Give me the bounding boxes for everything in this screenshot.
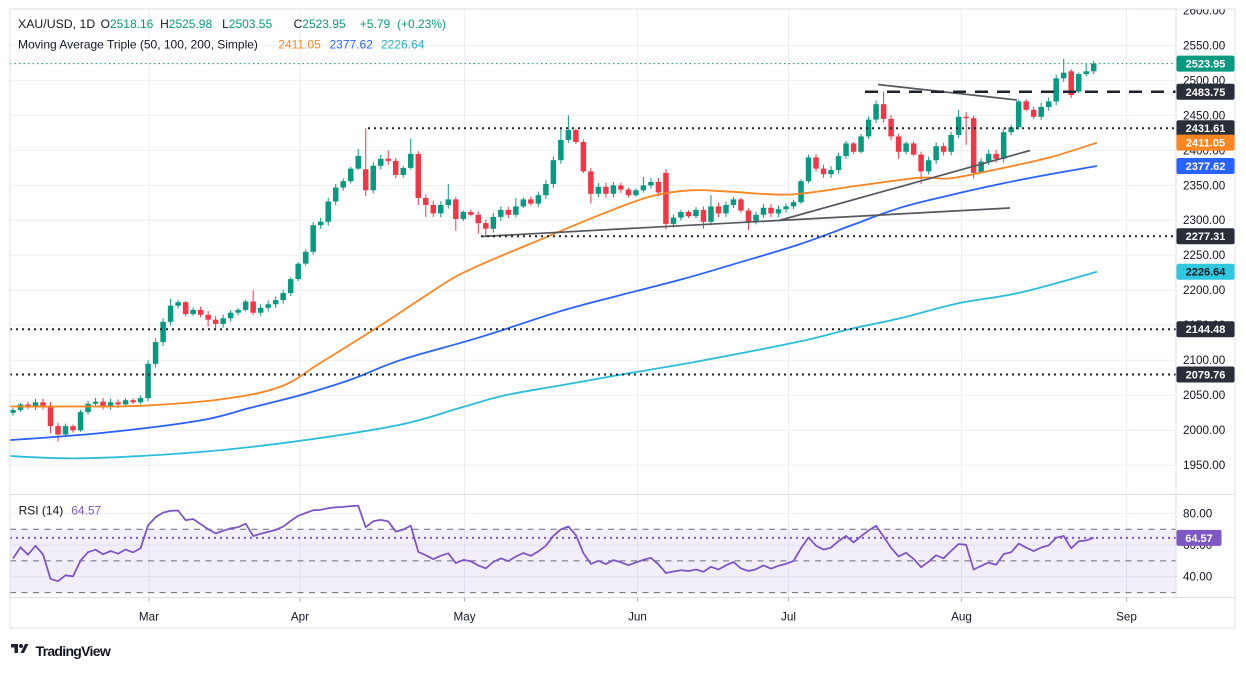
- svg-text:Jul: Jul: [781, 611, 796, 624]
- svg-text:2226.64: 2226.64: [1186, 267, 1227, 279]
- svg-text:2450.00: 2450.00: [1183, 109, 1226, 122]
- svg-text:Aug: Aug: [951, 611, 972, 624]
- svg-text:2600.00: 2600.00: [1183, 4, 1226, 17]
- svg-text:May: May: [453, 611, 475, 624]
- svg-text:2000.00: 2000.00: [1183, 424, 1226, 437]
- svg-text:2050.00: 2050.00: [1183, 389, 1226, 402]
- svg-text:RSI (14)64.57: RSI (14) 64.57: [19, 503, 102, 517]
- svg-text:2523.95: 2523.95: [1186, 59, 1226, 71]
- svg-text:2200.00: 2200.00: [1183, 284, 1226, 297]
- svg-text:2377.62: 2377.62: [1186, 161, 1226, 173]
- svg-text:2350.00: 2350.00: [1183, 179, 1226, 192]
- svg-text:Jun: Jun: [628, 611, 647, 624]
- svg-text:40.00: 40.00: [1183, 571, 1213, 584]
- svg-text:2483.75: 2483.75: [1186, 87, 1226, 99]
- svg-text:80.00: 80.00: [1183, 507, 1213, 520]
- svg-text:2250.00: 2250.00: [1183, 249, 1226, 262]
- svg-text:2100.00: 2100.00: [1183, 354, 1226, 367]
- svg-text:2550.00: 2550.00: [1183, 39, 1226, 52]
- svg-text:2079.76: 2079.76: [1186, 370, 1226, 382]
- svg-text:XAU/USD, 1D: XAU/USD, 1D: [18, 17, 95, 31]
- svg-text:2144.48: 2144.48: [1186, 324, 1226, 336]
- svg-text:2300.00: 2300.00: [1183, 214, 1226, 227]
- svg-text:Mar: Mar: [139, 611, 159, 624]
- svg-text:TradingView: TradingView: [36, 643, 111, 659]
- svg-text:2277.31: 2277.31: [1186, 231, 1226, 243]
- svg-text:1950.00: 1950.00: [1183, 459, 1226, 472]
- svg-text:2431.61: 2431.61: [1186, 123, 1226, 135]
- svg-text:Moving Average Triple (50, 100: Moving Average Triple (50, 100, 200, Sim…: [18, 38, 425, 52]
- svg-text:Sep: Sep: [1116, 611, 1137, 624]
- svg-text:64.57: 64.57: [1185, 533, 1213, 545]
- svg-text:2411.05: 2411.05: [1186, 138, 1225, 150]
- svg-text:Apr: Apr: [291, 611, 309, 624]
